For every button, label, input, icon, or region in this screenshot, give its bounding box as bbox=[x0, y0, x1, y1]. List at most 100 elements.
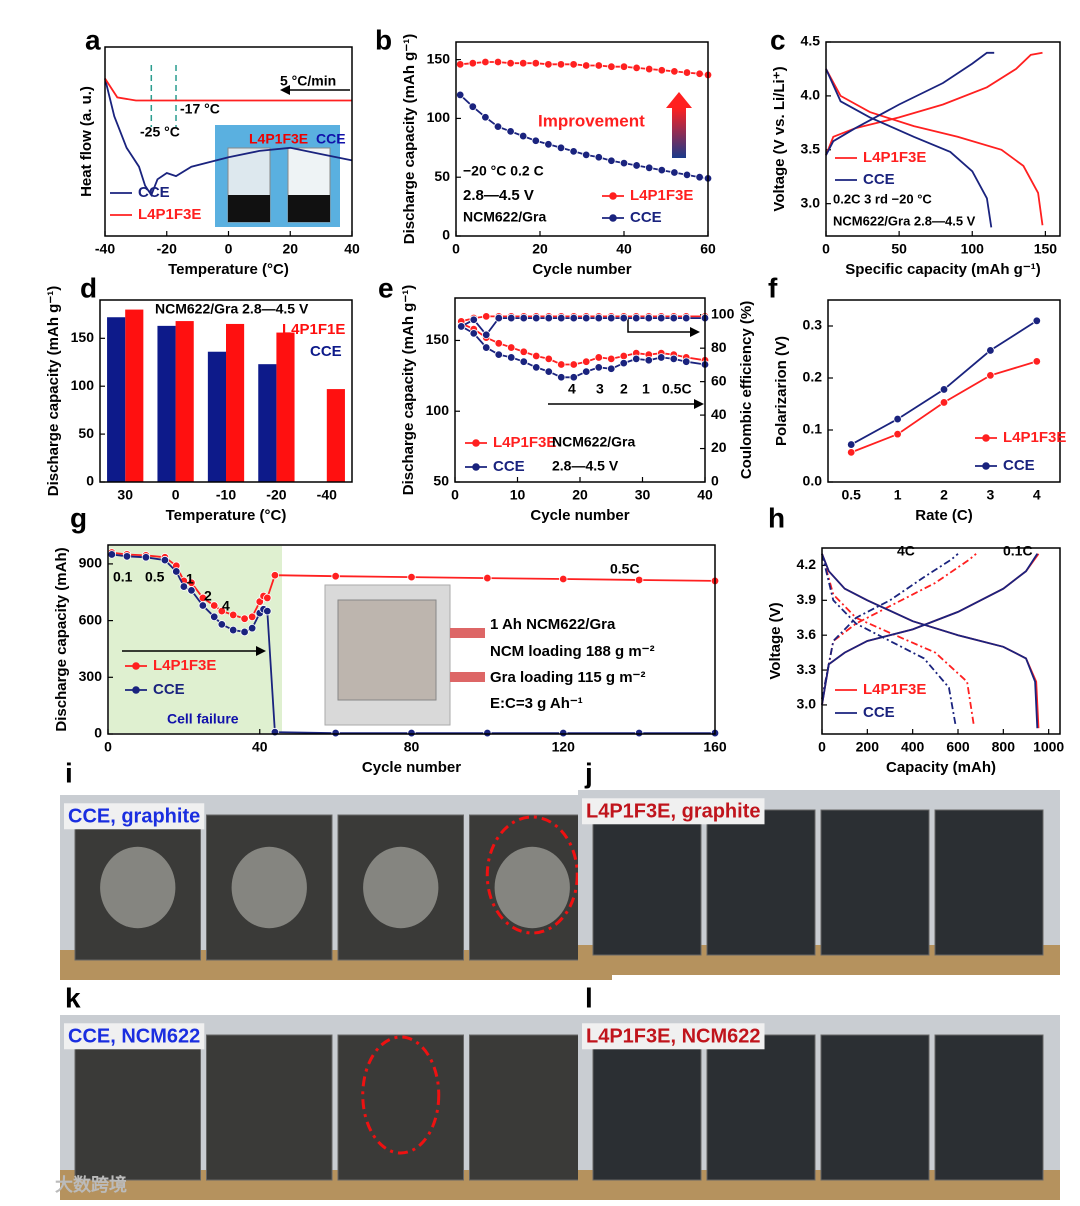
legend-marker bbox=[609, 192, 617, 200]
curve bbox=[821, 553, 959, 700]
series-line-marker bbox=[247, 623, 257, 633]
annotation: 5 °C/min bbox=[280, 73, 336, 89]
y-tick-label: 100 bbox=[427, 109, 451, 125]
y-tick-label: 0 bbox=[86, 473, 94, 489]
y-tick-label: 150 bbox=[427, 50, 451, 66]
series-line-marker bbox=[644, 356, 653, 365]
y-tick-label: 50 bbox=[433, 473, 449, 489]
annotation: NCM622/Gra bbox=[463, 209, 546, 225]
y-tick-label: 0 bbox=[94, 725, 102, 741]
series-line-marker bbox=[569, 147, 578, 156]
improvement-arrow bbox=[672, 108, 686, 158]
series-line-marker bbox=[544, 367, 553, 376]
electrode bbox=[592, 809, 702, 956]
efficiency-line-marker bbox=[557, 313, 566, 323]
x-tick-label: 10 bbox=[510, 487, 526, 503]
efficiency-line-marker bbox=[544, 313, 553, 323]
series-line-marker bbox=[695, 69, 704, 78]
curve bbox=[825, 68, 993, 228]
annotation: 4 bbox=[568, 381, 576, 397]
x-tick-label: 30 bbox=[117, 487, 133, 503]
series-line-marker bbox=[493, 122, 503, 131]
panel-letter: b bbox=[375, 24, 392, 55]
series-line-marker bbox=[847, 448, 856, 457]
y-tick-label: 3.0 bbox=[801, 194, 821, 210]
y-axis-label: Heat flow (a. u.) bbox=[78, 86, 95, 197]
curve bbox=[821, 553, 977, 700]
series-line-marker bbox=[141, 553, 151, 562]
legend-marker bbox=[472, 463, 480, 471]
x-tick-label: -40 bbox=[317, 487, 337, 503]
y-tick-label: 0.2 bbox=[803, 369, 823, 385]
legend-label: L4P1F3E bbox=[153, 657, 216, 674]
annotation: 0.1C bbox=[1003, 543, 1033, 559]
y2-tick-label: 100 bbox=[711, 305, 735, 321]
x-tick-label: 40 bbox=[252, 739, 268, 755]
y-tick-label: 3.9 bbox=[797, 591, 817, 607]
series-line-marker bbox=[632, 354, 641, 364]
bar bbox=[226, 323, 245, 482]
x-tick-label: -40 bbox=[95, 241, 115, 257]
y-tick-label: 900 bbox=[79, 555, 103, 571]
annotation: 2 bbox=[620, 381, 628, 397]
x-tick-label: 400 bbox=[901, 739, 925, 755]
cap-right bbox=[288, 195, 330, 222]
efficiency-line-marker bbox=[682, 313, 691, 323]
y-tick-label: 3.5 bbox=[801, 140, 821, 156]
efficiency-line-marker bbox=[657, 313, 666, 323]
watermark: 大数跨境 bbox=[55, 1174, 127, 1195]
series-line-marker bbox=[407, 572, 416, 582]
series-line-marker bbox=[507, 353, 516, 362]
series-line-marker bbox=[240, 614, 249, 623]
photo-label-bg bbox=[582, 798, 765, 825]
legend-label: L4P1F3E bbox=[630, 187, 693, 204]
arrow bbox=[627, 318, 694, 333]
series-line-marker bbox=[607, 354, 616, 364]
x-tick-label: 40 bbox=[344, 241, 360, 257]
y-tick-label: 100 bbox=[426, 402, 450, 418]
bar bbox=[157, 325, 176, 482]
curve bbox=[821, 553, 1039, 706]
efficiency-line-marker bbox=[482, 330, 491, 339]
legend-label: L4P1F3E bbox=[138, 206, 201, 223]
x-axis-label: Temperature (°C) bbox=[168, 261, 289, 278]
series-line-marker bbox=[198, 601, 208, 610]
series-line-marker bbox=[594, 363, 603, 372]
y-axis-label: Polarizarion (V) bbox=[773, 336, 790, 446]
series-line-marker bbox=[634, 575, 644, 585]
x-tick-label: 2 bbox=[940, 487, 948, 503]
pouch-cell-body bbox=[337, 599, 437, 701]
series-line-marker bbox=[481, 113, 490, 122]
x-tick-label: 0 bbox=[451, 487, 459, 503]
series-line-marker bbox=[1032, 316, 1041, 325]
series-line bbox=[104, 78, 353, 198]
series-line-marker bbox=[519, 357, 528, 366]
series-line-marker bbox=[210, 601, 219, 610]
electrode bbox=[934, 1034, 1044, 1181]
electrode bbox=[706, 809, 816, 956]
series-line-marker bbox=[559, 574, 568, 584]
arrow-head bbox=[690, 327, 700, 337]
series-line-marker bbox=[263, 606, 272, 616]
annotation: -25 °C bbox=[140, 124, 180, 140]
panel-letter: k bbox=[65, 982, 81, 1013]
x-axis-label: Cycle number bbox=[362, 759, 461, 776]
photo-label-bg bbox=[582, 1023, 765, 1050]
annotation: 1 bbox=[186, 571, 194, 587]
series-line-marker bbox=[228, 625, 238, 635]
series-line-marker bbox=[582, 150, 591, 160]
x-tick-label: 60 bbox=[700, 241, 716, 257]
series-line-marker bbox=[532, 351, 541, 361]
series-line-marker bbox=[270, 727, 280, 737]
annotation: 0.5 bbox=[145, 569, 165, 585]
series-line-marker bbox=[482, 343, 491, 352]
legend-label: L4P1F3E bbox=[1003, 429, 1066, 446]
curve bbox=[821, 553, 1040, 706]
bar bbox=[175, 321, 194, 482]
legend-label: CCE bbox=[863, 704, 895, 721]
bar bbox=[326, 389, 345, 482]
improvement-arrow-head bbox=[666, 92, 692, 108]
panel-letter: l bbox=[585, 982, 593, 1013]
series-line-marker bbox=[407, 728, 416, 738]
